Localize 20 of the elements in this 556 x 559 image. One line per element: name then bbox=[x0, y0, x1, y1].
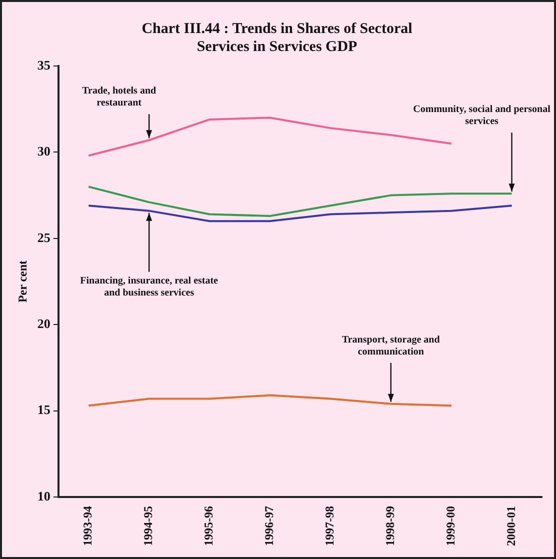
x-tick-label: 2000-01 bbox=[504, 506, 518, 546]
x-tick-label: 1996-97 bbox=[262, 506, 276, 546]
annotation: Community, social and personal services bbox=[413, 104, 551, 128]
chart-title: Chart III.44 : Trends in Shares of Sectoral Services in Services GDP bbox=[142, 20, 412, 55]
x-tick-label: 1997-98 bbox=[322, 506, 337, 546]
y-tick-label: 10 bbox=[37, 488, 50, 504]
y-axis-title: Per cent bbox=[15, 260, 30, 303]
y-tick-label: 15 bbox=[37, 402, 51, 418]
y-tick-label: 35 bbox=[37, 57, 51, 72]
x-tick-label: 1999-00 bbox=[443, 506, 458, 546]
annotation: Trade, hotels and restaurant bbox=[82, 86, 157, 109]
y-tick-label: 30 bbox=[37, 144, 50, 159]
annotation: Financing, insurance, real estate and business services bbox=[80, 275, 219, 298]
annotation: Transport, storage and communication bbox=[342, 334, 440, 358]
x-tick-label: 1994-95 bbox=[141, 506, 156, 546]
x-tick-label: 1995-96 bbox=[202, 506, 216, 546]
y-tick-label: 20 bbox=[37, 316, 50, 331]
x-tick-label: 1998-99 bbox=[382, 506, 397, 546]
x-tick-label: 1993-94 bbox=[80, 506, 95, 546]
y-tick-label: 25 bbox=[37, 230, 51, 245]
